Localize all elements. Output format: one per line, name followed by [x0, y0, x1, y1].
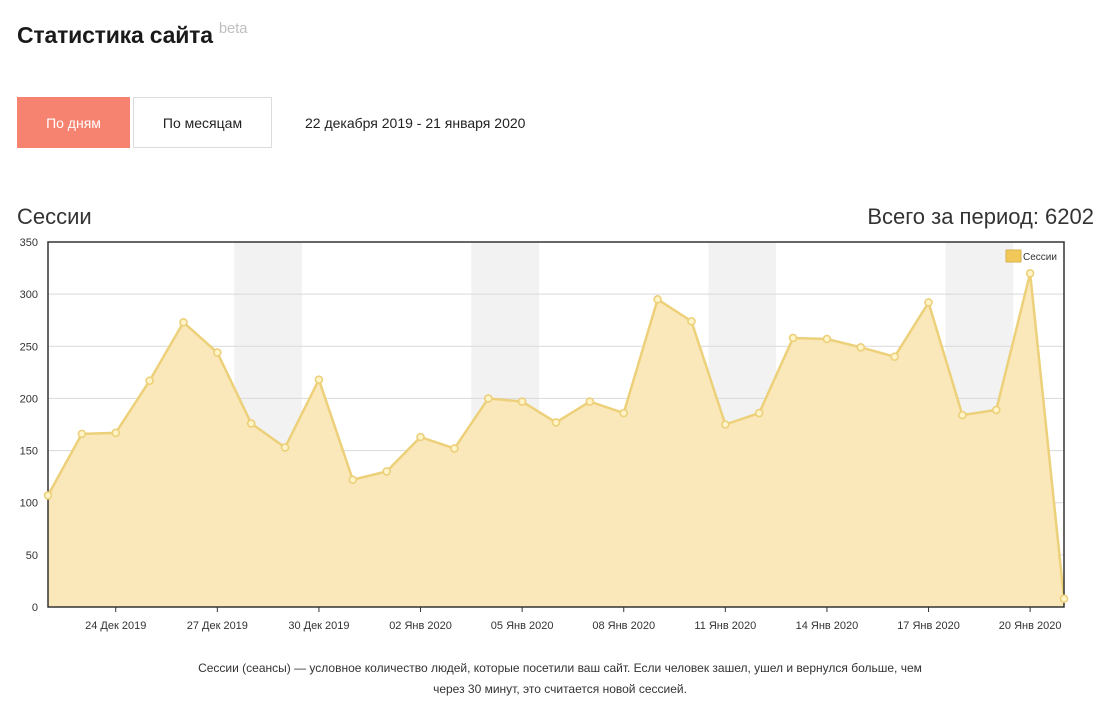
data-point — [43, 491, 53, 500]
data-point — [213, 348, 222, 357]
data-point — [1059, 594, 1069, 603]
legend-label: Сессии — [1023, 252, 1057, 263]
data-point — [721, 420, 730, 429]
chart-legend: Сессии — [1005, 249, 1057, 263]
data-point — [551, 418, 561, 427]
x-tick-label: 02 Янв 2020 — [389, 620, 452, 632]
series-sessions — [46, 272, 1066, 607]
data-point — [314, 375, 324, 384]
date-range-label[interactable]: 22 декабря 2019 - 21 января 2020 — [305, 115, 526, 131]
data-points — [43, 268, 1069, 603]
data-point — [585, 397, 595, 406]
data-point — [517, 397, 527, 406]
series-area — [48, 273, 1064, 607]
y-tick-label: 200 — [20, 393, 38, 405]
data-point — [77, 429, 87, 439]
chart-title: Сессии — [17, 204, 92, 229]
page-title-text: Статистика сайта — [17, 22, 213, 48]
x-tick-label: 27 Дек 2019 — [187, 620, 248, 632]
chart-axes: 0 50 100 150 200 250 300 350 24 Дек 2019 27 Дек 2… — [20, 237, 1065, 632]
data-point — [111, 428, 121, 438]
y-tick-label: 250 — [20, 341, 38, 353]
y-tick-label: 0 — [32, 602, 38, 614]
y-tick-label: 50 — [26, 550, 38, 562]
data-point — [890, 352, 899, 362]
x-tick-label: 05 Янв 2020 — [491, 620, 554, 632]
legend-swatch — [1005, 249, 1022, 263]
sessions-note-line-1: Сессии (сеансы) — условное количество лю… — [198, 661, 922, 675]
data-point — [958, 410, 967, 420]
data-point — [382, 467, 391, 476]
x-tick-label: 11 Янв 2020 — [694, 620, 756, 632]
by-days-button[interactable]: По дням — [17, 97, 130, 148]
by-months-button[interactable]: По месяцам — [133, 97, 272, 148]
y-tick-label: 300 — [20, 289, 38, 301]
data-point — [856, 343, 866, 352]
plot-frame — [47, 241, 1065, 608]
total-sessions-label: Всего за период: 6202 — [867, 204, 1094, 229]
page-title: Статистика сайта beta — [17, 20, 248, 49]
data-point — [145, 376, 154, 386]
sessions-note: Сессии (сеансы) — условное количество лю… — [180, 658, 940, 700]
data-point — [924, 298, 933, 307]
data-point — [348, 475, 358, 485]
data-point — [483, 394, 493, 403]
sessions-note-line-2: через 30 минут, это считается новой сесс… — [433, 682, 687, 696]
y-tick-label: 100 — [20, 498, 38, 510]
data-point — [788, 333, 798, 343]
data-point — [450, 444, 459, 453]
data-point — [280, 443, 290, 452]
data-point — [754, 408, 764, 418]
data-point — [687, 316, 696, 326]
y-tick-label: 350 — [20, 237, 38, 249]
x-tick-label: 20 Янв 2020 — [999, 620, 1062, 632]
beta-badge: beta — [218, 20, 248, 37]
data-point — [416, 432, 425, 442]
x-tick-label: 08 Янв 2020 — [592, 620, 655, 632]
x-tick-label: 24 Дек 2019 — [85, 620, 146, 632]
data-point — [991, 405, 1001, 415]
data-point — [619, 408, 629, 418]
x-tick-label: 17 Янв 2020 — [897, 620, 960, 632]
data-point — [246, 419, 256, 428]
data-point — [1025, 268, 1035, 278]
data-point — [653, 295, 662, 304]
x-tick-label: 14 Янв 2020 — [796, 620, 859, 632]
data-point — [179, 317, 188, 327]
x-tick-label: 30 Дек 2019 — [288, 620, 349, 632]
data-point — [822, 334, 832, 344]
y-tick-label: 150 — [20, 446, 38, 458]
